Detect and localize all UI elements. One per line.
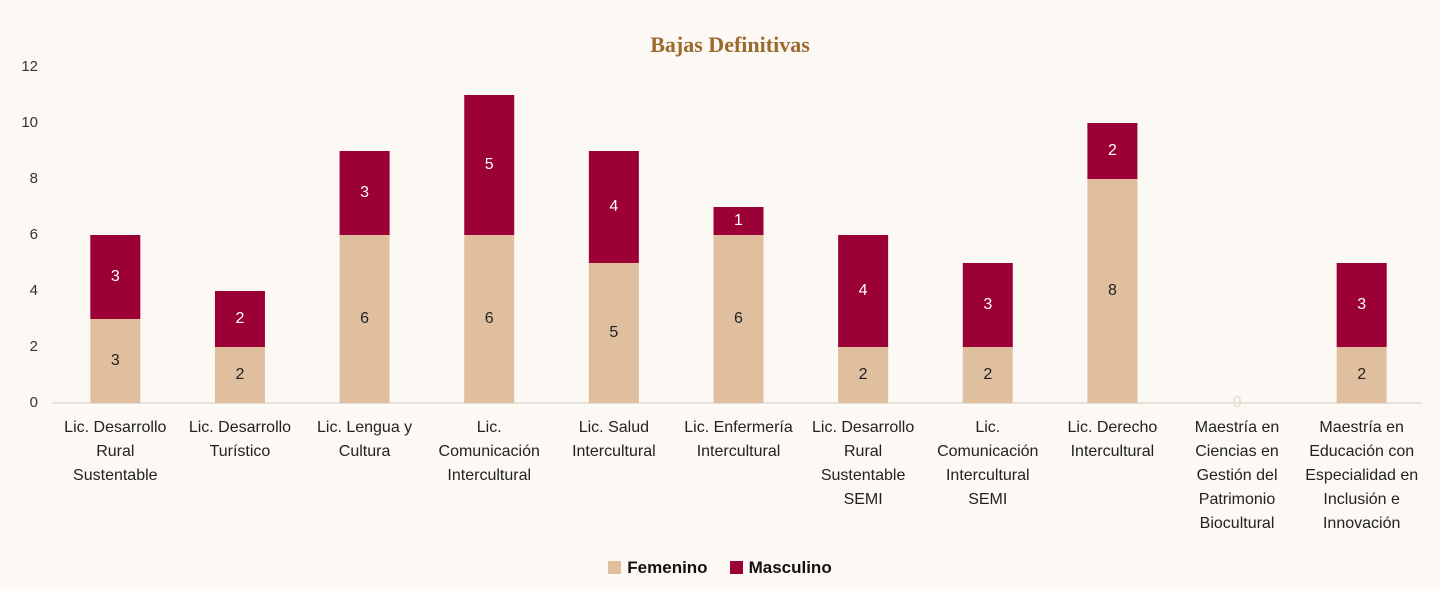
bar-segment xyxy=(962,263,1013,347)
data-label: 6 xyxy=(734,310,743,327)
bar-segment xyxy=(339,235,390,403)
data-label: 4 xyxy=(609,198,618,215)
y-tick-label: 10 xyxy=(21,114,38,131)
legend-item: Femenino xyxy=(608,558,708,578)
data-label: 3 xyxy=(360,184,369,201)
data-label: 2 xyxy=(1108,142,1117,159)
data-label: 0 xyxy=(1233,394,1242,411)
data-label: 2 xyxy=(983,366,992,383)
bar-segment xyxy=(713,207,764,235)
x-tick-label: Maestría en Educación con Especialidad e… xyxy=(1305,419,1419,532)
data-label: 5 xyxy=(609,324,618,341)
x-tick-label: Lic. Derecho Intercultural xyxy=(1067,419,1158,460)
legend-swatch xyxy=(729,561,743,574)
bar-segment xyxy=(339,151,390,235)
y-tick-label: 4 xyxy=(30,282,38,299)
bar-segment xyxy=(713,235,764,403)
data-label: 5 xyxy=(485,156,494,173)
x-tick-label: Lic. Desarrollo Rural Sustentable xyxy=(64,419,167,484)
x-tick-label: Lic. Salud Intercultural xyxy=(572,419,656,460)
bar-segment xyxy=(214,291,265,347)
y-tick-label: 6 xyxy=(30,226,38,243)
bar-segment xyxy=(588,151,639,263)
legend-swatch xyxy=(608,561,622,574)
bar-segment xyxy=(588,263,639,403)
bar-segment xyxy=(464,235,515,403)
bar-segment xyxy=(838,235,889,347)
data-label: 8 xyxy=(1108,282,1117,299)
data-label: 6 xyxy=(485,310,494,327)
data-label: 2 xyxy=(1357,366,1366,383)
bar-segment xyxy=(90,319,141,403)
x-tick-label: Lic. Desarrollo Turístico xyxy=(188,419,292,460)
bar-segment xyxy=(1336,263,1387,347)
data-label: 3 xyxy=(111,352,120,369)
x-tick-label: Lic. Enfermería Intercultural xyxy=(684,419,793,460)
y-tick-label: 0 xyxy=(30,394,38,411)
bar-segment xyxy=(464,95,515,235)
x-tick-label: Lic. Comunicación Intercultural SEMI xyxy=(937,419,1039,508)
legend: Femenino Masculino xyxy=(0,558,1440,578)
data-label: 3 xyxy=(983,296,992,313)
data-label: 2 xyxy=(859,366,868,383)
bar-segment xyxy=(90,235,141,319)
bar-segment xyxy=(1336,347,1387,403)
bar-segment xyxy=(214,347,265,403)
data-label: 3 xyxy=(111,268,120,285)
y-tick-label: 2 xyxy=(30,338,38,355)
bar-segment xyxy=(962,347,1013,403)
legend-label: Femenino xyxy=(627,558,708,577)
bar-segment xyxy=(838,347,889,403)
data-label: 0 xyxy=(1233,394,1242,411)
data-label: 3 xyxy=(1357,296,1366,313)
bar-segment xyxy=(1087,123,1138,179)
legend-label: Masculino xyxy=(748,558,832,577)
data-label: 2 xyxy=(236,310,245,327)
data-label: 1 xyxy=(734,212,743,229)
data-label: 6 xyxy=(360,310,369,327)
y-tick-label: 12 xyxy=(21,58,38,75)
x-tick-label: Lic. Lengua y Cultura xyxy=(316,419,413,460)
chart-title: Bajas Definitivas xyxy=(650,32,810,57)
x-tick-label: Lic. Comunicación Intercultural xyxy=(438,419,540,484)
bar-segment xyxy=(1087,179,1138,403)
legend-item: Masculino xyxy=(729,558,832,578)
data-label: 4 xyxy=(859,282,868,299)
y-tick-label: 8 xyxy=(30,170,38,187)
x-tick-label: Lic. Desarrollo Rural Sustentable SEMI xyxy=(811,419,915,508)
x-tick-label: Maestría en Ciencias en Gestión del Patr… xyxy=(1194,419,1280,532)
data-label: 2 xyxy=(236,366,245,383)
